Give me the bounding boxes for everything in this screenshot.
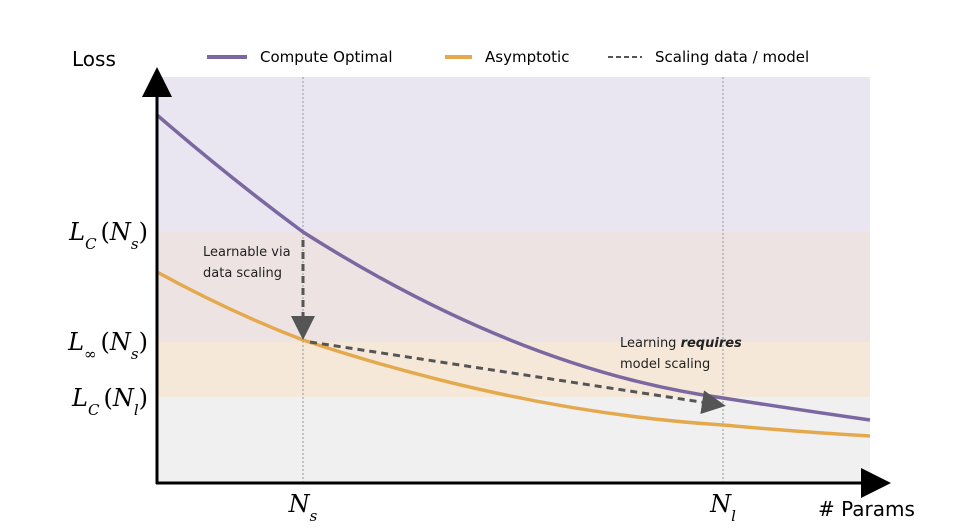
y-label: L∞ (Ns) (67, 328, 148, 363)
math-part: ( (103, 384, 112, 412)
math-part: C (85, 235, 97, 253)
legend-label: Asymptotic (485, 48, 569, 66)
math-part: N (109, 328, 132, 356)
math-part: N (288, 490, 311, 518)
math-part: N (112, 384, 135, 412)
math-part: ( (101, 218, 110, 246)
band (157, 342, 870, 397)
annotation: Learnable via data scaling Learning requ… (203, 245, 742, 372)
math-part: N (109, 218, 132, 246)
bands (157, 77, 870, 483)
math-part: L (68, 218, 85, 246)
legend-label: Scaling data / model (655, 48, 809, 66)
annotation-line: data scaling (203, 266, 282, 281)
legend-label: Compute Optimal (260, 48, 393, 66)
annotation-line: Learning requires (620, 336, 742, 351)
band (157, 232, 870, 342)
band (157, 77, 870, 232)
math-part: l (731, 507, 736, 525)
math-part: L (67, 328, 84, 356)
model-scaling-arrow (309, 340, 726, 415)
math-part: ∞ (84, 345, 97, 363)
band (157, 397, 870, 483)
math-part: ) (139, 328, 148, 356)
math-part: ) (139, 384, 148, 412)
math-part: s (131, 235, 139, 253)
annotation-line: model scaling (620, 357, 710, 372)
math-part: ( (101, 328, 110, 356)
math-part: s (131, 345, 139, 363)
x-label: Nl (709, 490, 736, 525)
math-part: s (310, 507, 318, 525)
compute-optimal-curve (155, 113, 871, 422)
math-part: L (71, 384, 88, 412)
y-label: LC (Nl) (71, 384, 148, 419)
asymptotic-curve (156, 270, 871, 438)
y-title: Loss (72, 47, 116, 71)
y-label: LC (Ns) (68, 218, 148, 253)
legend: Compute Optimal Asymptotic Scaling data … (207, 48, 809, 66)
math-part: N (709, 490, 732, 518)
x-title: # Params (818, 497, 915, 521)
math-part: l (134, 401, 139, 419)
math-part: C (88, 401, 100, 419)
annotation-part: requires (681, 336, 742, 351)
annotation-line: Learnable via (203, 245, 291, 260)
annotation-part: Learning (620, 336, 681, 351)
math-part: ) (139, 218, 148, 246)
x-label: Ns (288, 490, 318, 525)
